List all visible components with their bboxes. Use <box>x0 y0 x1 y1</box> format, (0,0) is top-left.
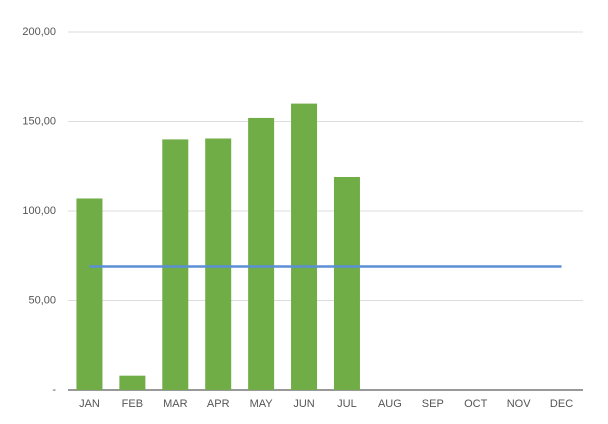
y-tick-label: 100,00 <box>22 205 56 217</box>
y-tick-label: 200,00 <box>22 26 56 38</box>
x-tick-label: JUL <box>337 398 357 410</box>
y-tick-label: 150,00 <box>22 115 56 127</box>
x-tick-label: NOV <box>507 398 532 410</box>
x-tick-label: OCT <box>464 398 488 410</box>
x-tick-label: AUG <box>378 398 402 410</box>
y-tick-label: 50,00 <box>28 294 56 306</box>
bar <box>291 103 318 390</box>
y-tick-label: - <box>52 384 56 396</box>
x-tick-label: APR <box>207 398 230 410</box>
x-tick-label: DEC <box>550 398 573 410</box>
bar <box>248 117 275 391</box>
x-tick-label: FEB <box>122 398 143 410</box>
x-tick-label: MAY <box>250 398 274 410</box>
x-tick-label: SEP <box>422 398 444 410</box>
bar <box>119 375 146 390</box>
bar <box>76 198 103 390</box>
x-tick-label: MAR <box>163 398 188 410</box>
x-tick-label: JAN <box>79 398 100 410</box>
x-tick-label: JUN <box>293 398 314 410</box>
bar <box>333 176 360 390</box>
bar <box>162 139 189 390</box>
bar <box>205 138 232 390</box>
